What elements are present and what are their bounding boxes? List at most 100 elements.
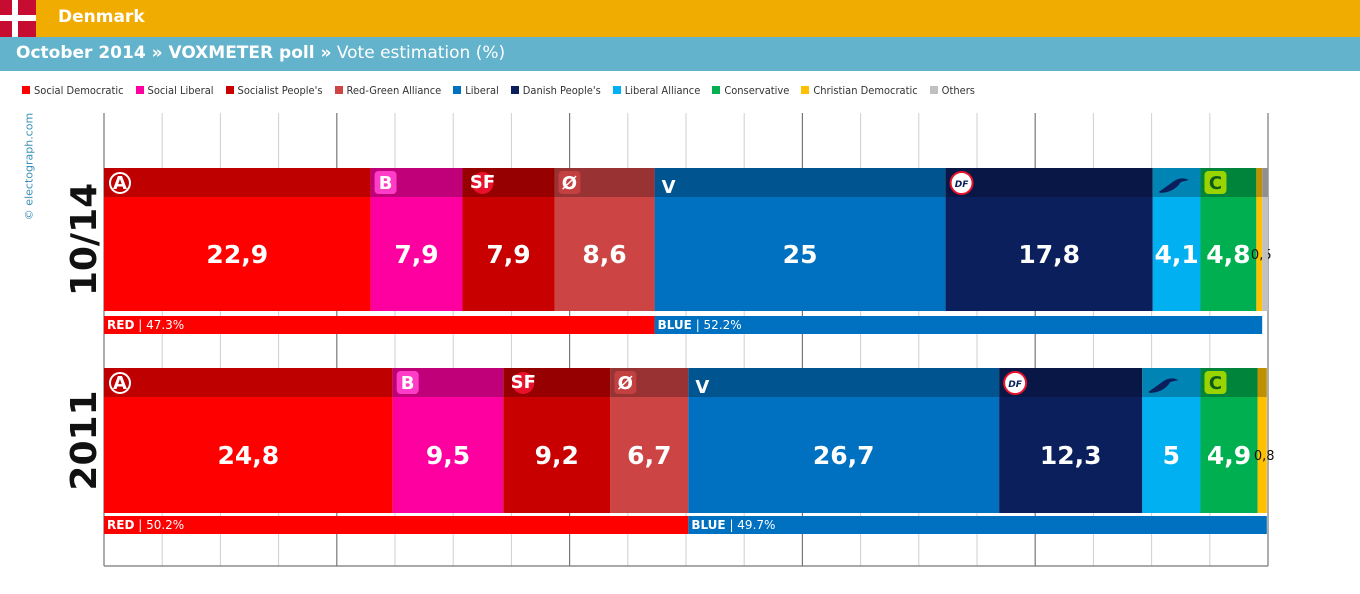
subtitle-bar: October 2014 » VOXMETER poll » Vote esti…	[0, 37, 1360, 71]
chart-title: October 2014 » VOXMETER poll » Vote esti…	[16, 43, 505, 63]
legend-swatch	[135, 86, 144, 94]
party-logo-icon	[109, 372, 131, 394]
legend-item: Social Democratic	[22, 84, 124, 97]
data-label: 5	[1163, 441, 1180, 470]
legend-item: Conservative	[712, 84, 789, 97]
data-label: 9,5	[426, 441, 470, 470]
party-logo-icon	[109, 172, 131, 194]
legend-item: Social Liberal	[135, 84, 214, 97]
denmark-flag-icon	[0, 0, 36, 37]
bar-segment	[104, 397, 393, 513]
bar-segment	[392, 397, 504, 513]
legend-label: Red-Green Alliance	[346, 84, 442, 97]
logo-strip	[1256, 168, 1263, 197]
party-logo-label: SF	[511, 372, 536, 393]
legend-swatch	[510, 86, 519, 94]
party-logo-icon	[1003, 371, 1028, 395]
bar-segment	[370, 197, 463, 311]
legend-label: Liberal	[465, 84, 499, 97]
legend-swatch	[453, 86, 462, 94]
party-logo-label: SF	[470, 172, 495, 193]
legend-label: Socialist People's	[237, 84, 323, 97]
party-logo-label: DF	[955, 180, 969, 190]
logo-strip	[945, 168, 1153, 197]
party-logo-label: B	[401, 373, 415, 394]
bar-segment	[554, 197, 655, 311]
data-label: 0,8	[1254, 449, 1275, 464]
logo-strip	[654, 168, 946, 197]
legend-item: Red-Green Alliance	[334, 84, 442, 97]
bar-segment	[945, 197, 1153, 311]
bloc-share: | 50.2%	[134, 518, 184, 532]
bar-segment	[1262, 197, 1268, 311]
legend-item: Danish People's	[510, 84, 601, 97]
legend-item: Christian Democratic	[801, 84, 918, 97]
bar-segment	[688, 397, 1000, 513]
bloc-name: BLUE	[691, 518, 725, 532]
party-logo-label: Ø	[562, 173, 577, 194]
bloc-bar	[104, 316, 655, 334]
data-label: 6,7	[627, 441, 671, 470]
party-logo-icon	[471, 172, 494, 194]
bar-segment	[1257, 397, 1267, 513]
data-label: 7,9	[486, 240, 530, 269]
legend-label: Others	[941, 84, 975, 97]
legend-swatch	[712, 86, 721, 94]
header-bar: Denmark	[0, 0, 1360, 37]
legend: Social Democratic Social Liberal Socialist…	[22, 79, 987, 97]
legend-label: Danish People's	[522, 84, 601, 97]
row-label: 10/14	[64, 183, 105, 296]
row-label: 2011	[64, 390, 105, 490]
legend-label: Social Democratic	[34, 84, 124, 97]
data-label: 26,7	[813, 441, 875, 470]
bar-segment	[104, 197, 371, 311]
bloc-label: RED | 47.3%	[107, 318, 184, 332]
party-logo-icon	[374, 171, 397, 194]
legend-swatch	[612, 86, 621, 94]
data-label: 0,5	[1251, 248, 1272, 263]
party-logo-label: DF	[1008, 380, 1022, 390]
legend-item: Liberal	[453, 84, 499, 97]
party-logo-label: B	[379, 173, 393, 194]
party-logo-icon	[512, 372, 535, 394]
chart-title-bold: October 2014 » VOXMETER poll »	[16, 43, 332, 63]
legend-item: Others	[929, 84, 975, 97]
logo-strip	[688, 368, 1000, 397]
bar-segment	[1256, 197, 1263, 311]
party-logo-label: A	[113, 173, 127, 194]
bar-segment	[503, 397, 611, 513]
party-logo-icon	[558, 171, 581, 194]
bloc-bar	[654, 316, 1263, 334]
legend-swatch	[801, 86, 810, 94]
bloc-label: RED | 50.2%	[107, 518, 184, 532]
legend-swatch	[22, 86, 30, 94]
logo-strip	[1257, 368, 1267, 397]
bar-segment	[654, 197, 946, 311]
bar-segment	[1152, 197, 1201, 311]
legend-item: Liberal Alliance	[612, 84, 700, 97]
party-logo-label: V	[695, 377, 709, 398]
bloc-name: BLUE	[658, 318, 692, 332]
logo-strip	[104, 168, 371, 197]
party-logo-label: C	[1209, 173, 1222, 194]
data-label: 12,3	[1040, 441, 1102, 470]
data-label: 4,1	[1154, 240, 1198, 269]
bloc-bar	[688, 516, 1267, 534]
logo-strip	[1262, 168, 1268, 197]
legend-item: Socialist People's	[225, 84, 323, 97]
bloc-bar	[104, 516, 689, 534]
bar-segment	[1200, 397, 1258, 513]
party-logo-label: Ø	[618, 373, 633, 394]
swallow-icon	[1158, 178, 1189, 193]
party-logo-label: C	[1209, 373, 1222, 394]
country-name: Denmark	[58, 7, 145, 27]
chart-title-rest: Vote estimation (%)	[331, 43, 506, 63]
bloc-share: | 49.7%	[726, 518, 776, 532]
data-label: 7,9	[394, 240, 438, 269]
bloc-name: RED	[107, 518, 134, 532]
party-logo-label: V	[662, 177, 676, 198]
bloc-name: RED	[107, 318, 134, 332]
data-label: 24,8	[217, 441, 279, 470]
data-label: 4,9	[1207, 441, 1251, 470]
